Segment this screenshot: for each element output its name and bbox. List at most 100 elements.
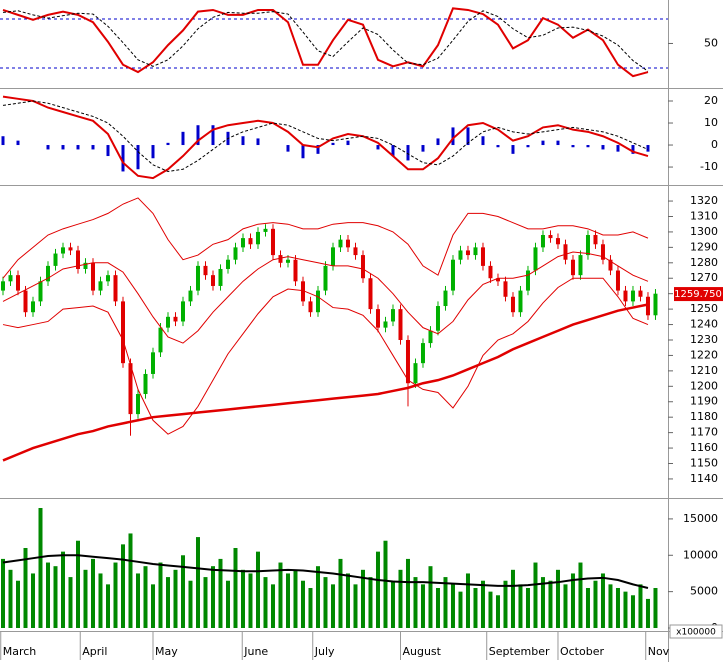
candle-body xyxy=(585,235,590,256)
volume-bar xyxy=(135,573,140,628)
volume-bar xyxy=(293,569,298,628)
volume-bar xyxy=(180,555,185,628)
candle-body xyxy=(293,259,298,282)
volume-bar xyxy=(600,573,605,628)
candle-body xyxy=(248,238,253,245)
candle-body xyxy=(630,290,635,302)
volume-bar xyxy=(120,544,125,628)
candle-body xyxy=(270,228,275,256)
volume-bar xyxy=(225,580,230,628)
candle-body xyxy=(615,270,620,291)
candle-body xyxy=(68,247,73,251)
x-tick-label: September xyxy=(489,645,550,658)
candle-body xyxy=(240,238,245,248)
histogram-bar xyxy=(136,145,140,170)
volume-bar xyxy=(173,569,178,628)
volume-bar xyxy=(218,558,223,628)
candle-body xyxy=(218,268,223,286)
indicator-line xyxy=(2,277,649,435)
volume-bar xyxy=(428,566,433,628)
y-tick-label: 0 xyxy=(711,138,718,151)
candle-body xyxy=(495,278,500,282)
candle-body xyxy=(128,363,133,415)
histogram-bar xyxy=(16,140,20,146)
volume-bar xyxy=(443,577,448,628)
volume-bar xyxy=(585,588,590,628)
histogram-bar xyxy=(406,145,410,161)
candle-body xyxy=(195,265,200,291)
volume-bar xyxy=(488,591,493,628)
histogram-bar xyxy=(106,145,110,157)
volume-bar xyxy=(233,548,238,628)
volume-bar xyxy=(90,558,95,628)
volume-bar xyxy=(525,588,530,628)
volume-bar xyxy=(615,588,620,628)
y-tick-label: 10000 xyxy=(683,548,718,561)
candle-body xyxy=(360,255,365,279)
candle-body xyxy=(570,259,575,276)
indicator-line xyxy=(2,197,649,279)
candle-body xyxy=(158,327,163,353)
histogram-bar xyxy=(571,145,575,148)
y-tick-label: 1230 xyxy=(690,333,718,346)
volume-bar xyxy=(638,584,643,628)
candle-body xyxy=(578,255,583,276)
volume-bar xyxy=(503,580,508,628)
candle-body xyxy=(623,290,628,302)
volume-bar xyxy=(263,577,268,628)
volume-bar xyxy=(375,551,380,628)
volume-bar xyxy=(143,566,148,628)
candle-body xyxy=(593,235,598,245)
volume-bar xyxy=(308,588,313,628)
candle-body xyxy=(210,275,215,286)
volume-bar xyxy=(435,588,440,628)
volume-bar xyxy=(60,551,65,628)
volume-bar xyxy=(1,558,5,628)
volume-bar xyxy=(420,584,425,628)
candle-body xyxy=(488,265,493,279)
candle-body xyxy=(653,293,658,316)
volume-bar xyxy=(465,573,470,628)
volume-bar xyxy=(285,573,290,628)
y-tick-label: 1280 xyxy=(690,256,718,269)
candle-body xyxy=(563,244,568,260)
volume-bar xyxy=(8,569,13,628)
unit-box xyxy=(669,624,723,639)
indicator-line xyxy=(2,554,649,589)
candle-body xyxy=(203,265,208,276)
volume-bar xyxy=(105,584,110,628)
volume-bar xyxy=(405,558,410,628)
y-tick-label: 15000 xyxy=(683,512,718,525)
indicator-line xyxy=(2,100,649,172)
histogram-bar xyxy=(541,140,545,146)
volume-bar xyxy=(548,580,553,628)
x-tick-label: Nov xyxy=(648,645,670,658)
candle-body xyxy=(330,247,335,266)
histogram-bar xyxy=(286,145,290,152)
volume-bar xyxy=(510,569,515,628)
y-tick-label: 1320 xyxy=(690,194,718,207)
volume-bar xyxy=(195,537,200,628)
candle-body xyxy=(120,301,125,364)
y-tick-label: 1270 xyxy=(690,271,718,284)
x-tick-label: April xyxy=(82,645,107,658)
histogram-bar xyxy=(46,145,50,150)
unit-label: x100000 xyxy=(676,628,716,638)
indicator-line xyxy=(2,10,649,72)
candle-body xyxy=(285,259,290,263)
volume-bar xyxy=(368,577,373,628)
candle-body xyxy=(443,290,448,307)
histogram-bar xyxy=(631,145,635,154)
histogram-bar xyxy=(241,136,245,146)
volume-bar xyxy=(203,577,208,628)
histogram-bar xyxy=(91,145,95,150)
y-tick-label: 1210 xyxy=(690,364,718,377)
candle-body xyxy=(180,301,185,322)
y-tick-label: 20 xyxy=(704,94,718,107)
volume-bar xyxy=(360,569,365,628)
y-tick-label: 50 xyxy=(704,36,718,49)
candle-body xyxy=(518,290,523,313)
x-tick-label: August xyxy=(402,645,441,658)
histogram-bar xyxy=(601,145,605,150)
